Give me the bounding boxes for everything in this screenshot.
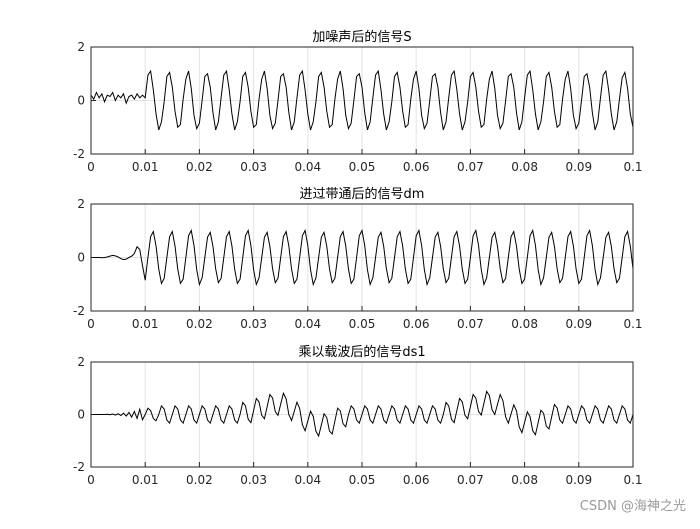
x-tick-label: 0.07: [457, 160, 484, 174]
x-tick-label: 0.06: [403, 160, 430, 174]
y-tick-label: 2: [77, 355, 85, 369]
chart-title: 进过带通后的信号dm: [300, 186, 425, 202]
x-tick-label: 0.07: [457, 473, 484, 487]
y-tick-label: -2: [73, 304, 85, 318]
y-tick-label: -2: [73, 147, 85, 161]
x-tick-label: 0.09: [565, 317, 592, 331]
axes-frame: [90, 203, 634, 312]
x-tick-label: 0.02: [186, 473, 213, 487]
x-tick-label: 0.04: [294, 317, 321, 331]
axes-frame: [90, 361, 634, 468]
x-tick-label: 0.05: [349, 473, 376, 487]
x-tick-label: 0.1: [623, 317, 642, 331]
x-tick-label: 0.02: [186, 317, 213, 331]
x-tick-label: 0.01: [132, 473, 159, 487]
x-tick-label: 0.02: [186, 160, 213, 174]
chart-title: 加噪声后的信号S: [312, 29, 411, 45]
y-tick-label: 2: [77, 197, 85, 211]
watermark: CSDN @海神之光: [580, 499, 686, 514]
signal-line: [91, 390, 634, 438]
x-tick-label: 0.08: [511, 473, 538, 487]
y-tick-label: -2: [73, 460, 85, 474]
x-tick-label: 0.1: [623, 160, 642, 174]
x-tick-label: 0.09: [565, 473, 592, 487]
x-tick-label: 0.03: [240, 160, 267, 174]
x-tick-label: 0.03: [240, 317, 267, 331]
y-tick-label: 0: [77, 251, 85, 265]
x-tick-label: 0.05: [349, 317, 376, 331]
x-tick-label: 0.08: [511, 160, 538, 174]
x-tick-label: 0.09: [565, 160, 592, 174]
x-tick-label: 0.08: [511, 317, 538, 331]
x-tick-label: 0: [87, 317, 95, 331]
chart-title: 乘以载波后的信号ds1: [298, 344, 425, 360]
x-tick-label: 0.03: [240, 473, 267, 487]
x-tick-label: 0.05: [349, 160, 376, 174]
y-tick-label: 0: [77, 408, 85, 422]
x-tick-label: 0.06: [403, 317, 430, 331]
x-tick-label: 0: [87, 473, 95, 487]
x-tick-label: 0.04: [294, 160, 321, 174]
x-tick-label: 0.04: [294, 473, 321, 487]
signal-line: [90, 69, 634, 131]
x-tick-label: 0.01: [132, 317, 159, 331]
signal-line: [91, 228, 634, 287]
x-tick-label: 0: [87, 160, 95, 174]
x-tick-label: 0.1: [623, 473, 642, 487]
x-tick-label: 0.06: [403, 473, 430, 487]
x-tick-label: 0.07: [457, 317, 484, 331]
axes-frame: [90, 46, 634, 155]
y-tick-label: 2: [77, 40, 85, 54]
y-tick-label: 0: [77, 94, 85, 108]
x-tick-label: 0.01: [132, 160, 159, 174]
